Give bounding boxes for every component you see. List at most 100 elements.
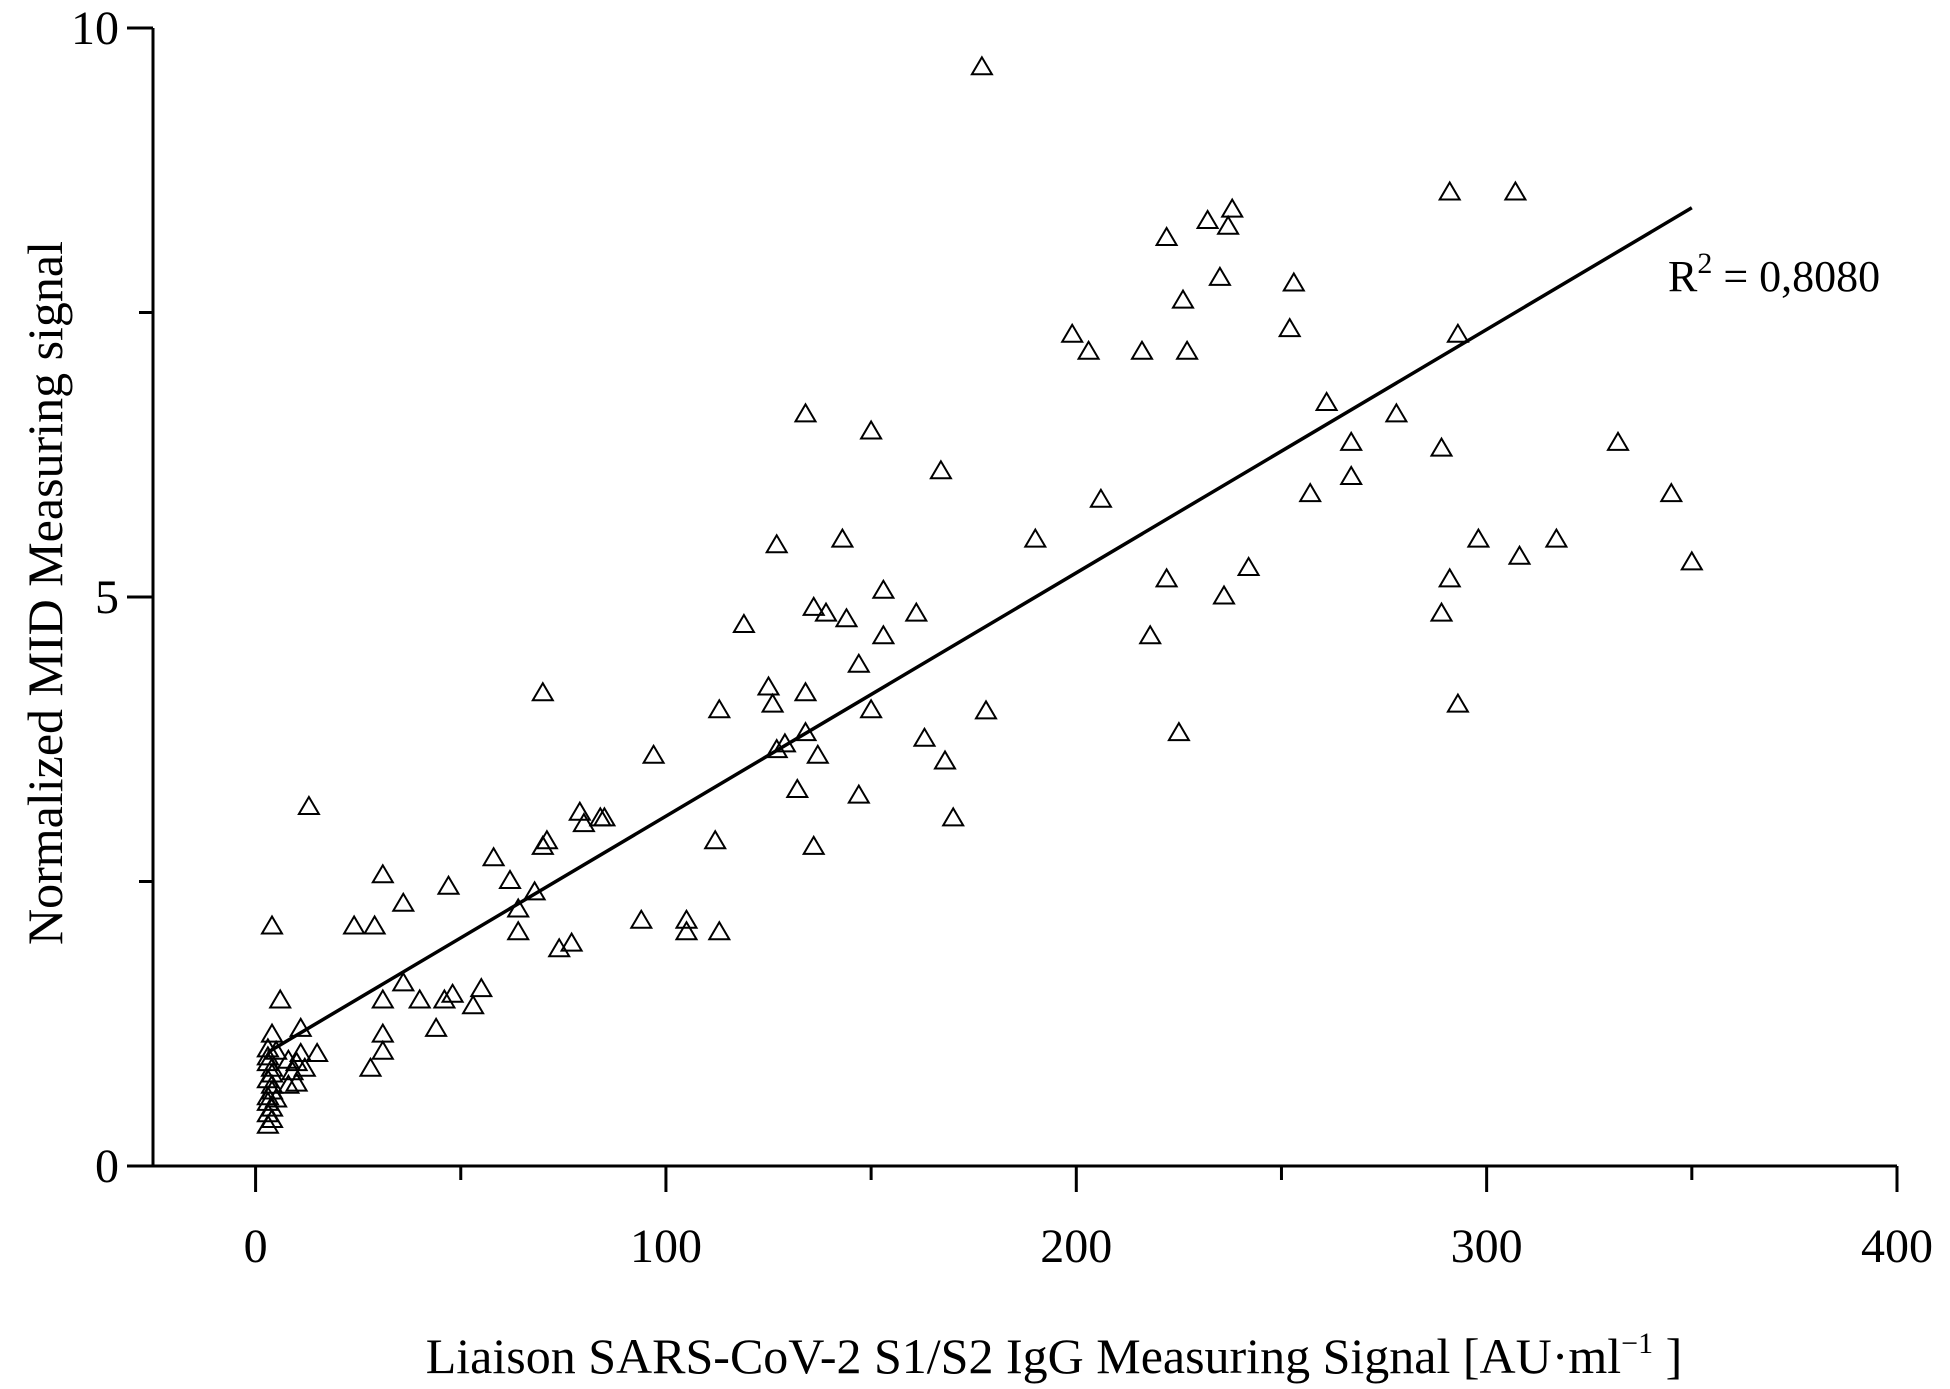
data-point-92 bbox=[559, 931, 584, 952]
data-point-87 bbox=[342, 914, 366, 935]
data-point-129 bbox=[260, 1073, 284, 1094]
y-axis-title: Normalized MID Measuring signal bbox=[17, 241, 73, 945]
x-tick-label-400: 400 bbox=[1861, 1220, 1933, 1273]
r-squared-value: = 0,8080 bbox=[1712, 252, 1880, 301]
data-point-62 bbox=[912, 726, 937, 747]
data-point-56 bbox=[1446, 692, 1470, 713]
data-point-54 bbox=[707, 698, 732, 719]
data-point-89 bbox=[674, 920, 699, 941]
data-point-10 bbox=[1060, 322, 1084, 343]
r-squared-prefix: R bbox=[1668, 252, 1698, 301]
data-point-35 bbox=[1236, 556, 1261, 576]
data-point-36 bbox=[1154, 567, 1179, 588]
data-point-3 bbox=[1220, 197, 1244, 218]
data-point-4 bbox=[1195, 209, 1220, 229]
data-point-84 bbox=[629, 908, 654, 929]
x-tick-label-100: 100 bbox=[630, 1220, 702, 1273]
data-point-91 bbox=[506, 920, 530, 941]
data-point-0 bbox=[970, 55, 994, 76]
data-point-77 bbox=[481, 846, 506, 867]
data-point-40 bbox=[801, 595, 826, 616]
y-tick-label-0: 0 bbox=[95, 1140, 119, 1193]
data-point-41 bbox=[814, 601, 838, 622]
data-point-30 bbox=[764, 533, 789, 554]
data-point-17 bbox=[1384, 402, 1409, 423]
regression-line bbox=[267, 206, 1693, 1054]
x-axis-title-text: Liaison SARS-CoV-2 S1/S2 IgG Measuring S… bbox=[426, 1328, 1621, 1384]
r-squared-superscript: 2 bbox=[1697, 247, 1712, 280]
data-point-90 bbox=[707, 920, 732, 941]
data-point-46 bbox=[871, 624, 896, 645]
data-point-12 bbox=[1446, 322, 1470, 343]
data-point-14 bbox=[1130, 339, 1154, 360]
data-point-49 bbox=[756, 675, 781, 696]
data-point-96 bbox=[371, 988, 395, 1009]
data-point-101 bbox=[268, 988, 292, 1009]
data-point-102 bbox=[288, 1016, 313, 1037]
data-point-25 bbox=[1298, 482, 1322, 503]
data-point-16 bbox=[1314, 391, 1339, 411]
plot-area bbox=[256, 55, 1704, 1134]
r-squared-annotation: R2 = 0,8080 bbox=[1668, 247, 1880, 301]
x-axis-title-close: ] bbox=[1653, 1328, 1682, 1384]
data-point-64 bbox=[933, 749, 957, 770]
x-tick-label-0: 0 bbox=[244, 1220, 268, 1273]
data-point-48 bbox=[847, 652, 871, 673]
data-point-7 bbox=[1208, 265, 1232, 286]
data-point-114 bbox=[293, 1056, 317, 1077]
data-point-27 bbox=[1089, 487, 1113, 508]
data-point-21 bbox=[1429, 436, 1454, 457]
data-point-5 bbox=[1216, 214, 1240, 235]
data-point-43 bbox=[904, 601, 929, 622]
data-point-88 bbox=[362, 914, 387, 935]
data-point-67 bbox=[941, 806, 965, 827]
data-point-113 bbox=[358, 1056, 383, 1077]
data-point-11 bbox=[1277, 317, 1302, 338]
data-point-39 bbox=[1212, 584, 1236, 605]
data-point-2 bbox=[1503, 180, 1528, 201]
data-point-31 bbox=[1466, 527, 1491, 548]
data-point-19 bbox=[859, 419, 883, 440]
data-point-33 bbox=[1507, 544, 1532, 565]
data-point-68 bbox=[297, 795, 321, 815]
data-point-103 bbox=[424, 1016, 448, 1037]
data-point-82 bbox=[391, 891, 416, 912]
data-point-15 bbox=[1175, 339, 1199, 360]
data-point-131 bbox=[264, 1087, 288, 1108]
data-point-23 bbox=[929, 459, 953, 480]
data-point-1 bbox=[1437, 180, 1462, 201]
data-point-128 bbox=[256, 1051, 280, 1072]
data-point-20 bbox=[1339, 430, 1363, 451]
data-point-58 bbox=[1167, 721, 1191, 742]
data-point-75 bbox=[703, 829, 727, 850]
data-point-93 bbox=[547, 937, 571, 958]
data-point-94 bbox=[391, 971, 416, 992]
data-point-66 bbox=[847, 783, 871, 804]
data-point-95 bbox=[469, 977, 494, 998]
data-point-98 bbox=[432, 988, 457, 1009]
x-tick-label-200: 200 bbox=[1040, 1220, 1112, 1273]
data-point-9 bbox=[1171, 288, 1195, 309]
data-point-22 bbox=[1606, 430, 1630, 451]
data-point-45 bbox=[732, 613, 756, 633]
data-point-107 bbox=[305, 1042, 329, 1062]
data-point-72 bbox=[572, 812, 596, 833]
data-point-32 bbox=[1544, 527, 1569, 548]
data-point-80 bbox=[498, 869, 522, 889]
data-point-44 bbox=[1429, 601, 1454, 622]
data-point-97 bbox=[407, 988, 432, 1009]
data-point-29 bbox=[1023, 527, 1048, 548]
data-point-53 bbox=[859, 698, 883, 719]
data-point-13 bbox=[1076, 339, 1101, 360]
x-axis-title: Liaison SARS-CoV-2 S1/S2 IgG Measuring S… bbox=[426, 1327, 1683, 1384]
data-point-74 bbox=[531, 834, 555, 855]
x-tick-label-300: 300 bbox=[1451, 1220, 1523, 1273]
data-point-104 bbox=[371, 1022, 395, 1043]
data-point-18 bbox=[793, 402, 818, 423]
data-point-38 bbox=[871, 578, 896, 599]
data-point-86 bbox=[260, 914, 284, 935]
data-point-76 bbox=[801, 834, 826, 855]
data-point-78 bbox=[371, 863, 395, 884]
data-point-63 bbox=[641, 743, 666, 764]
